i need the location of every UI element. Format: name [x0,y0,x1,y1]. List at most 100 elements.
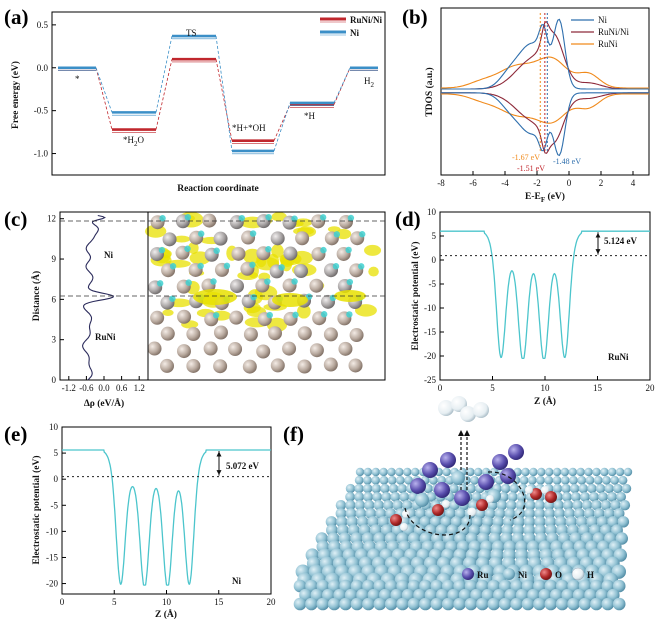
ni-slab-atom [571,492,581,502]
ru-atom [492,454,508,470]
metal-atom [177,309,192,324]
metal-atom [162,232,177,247]
panel-d-material-label: RuNi [608,352,629,362]
ytick-label: -10 [424,303,436,313]
ni-slab-front-atom [590,597,603,611]
charge-depletion-lobe [292,311,299,319]
tdos-ni-up [441,18,649,90]
legend-ni-dot [503,568,515,580]
metal-atom [338,341,353,356]
ni-slab-atom [570,483,580,494]
panel-a-series-ni [58,34,378,155]
legend-ni-label: Ni [518,570,527,580]
charge-depletion-lobe [249,261,256,268]
panel-e-ylabel: Electrostatic potential (eV) [31,455,42,564]
ni-slab-atom [604,483,614,494]
metal-atom [213,325,228,340]
ni-slab-atom [381,492,392,502]
metal-atom [323,357,338,372]
panel-c-charge-density: (c) 0 3 6 9 12 -1.2 -0.6 0.0 0.6 1.2 Distance (Å)… [4,207,386,409]
charge-depletion-lobe [169,295,176,302]
ni-slab-atom [562,500,574,511]
ni-slab-atom [354,500,366,511]
ni-slab-front-atom [504,588,517,602]
ni-slab-atom [397,483,407,494]
ni-slab-atom [545,467,554,477]
xtick-label: 0 [438,383,443,393]
energy-connector [95,67,113,130]
ni-slab-atom [616,492,626,502]
ni-slab-atom [466,483,476,494]
metal-atom [270,231,285,246]
ni-slab-atom [399,492,410,502]
ru-atom [440,452,456,468]
charge-depletion-lobe [249,230,257,237]
xtick-label: 20 [646,383,656,393]
legend-b-label-runi: RuNi [598,39,618,49]
interface-charge-lobe [193,289,237,305]
ni-slab-atom [392,500,403,511]
panel-e-frame [61,426,272,595]
ru-atom [454,490,470,506]
panel-b-x-ticks: -8 -6 -4 -2 0 2 4 [437,171,636,188]
panel-f-label: (f) [283,422,304,446]
ni-slab-front-atom [419,579,432,593]
charge-depletion-lobe [156,280,164,287]
structure-atoms [145,211,382,374]
ni-slab-atom [363,475,372,485]
ru-atom [500,468,516,484]
ni-slab-atom [345,483,356,494]
charge-accumulation-lobe [271,211,287,222]
annot-runi-dband: -1.67 eV [512,153,540,162]
ni-slab-front-atom [601,579,615,593]
charge-depletion-lobe [212,312,220,319]
energy-connector [155,59,173,130]
ni-slab-atom [568,467,577,477]
ni-slab-front-atom [470,588,483,602]
charge-depletion-lobe [358,263,365,270]
metal-atom [186,327,201,342]
ni-slab-atom [619,500,631,511]
panel-b-xtick-label: -6 [469,178,477,188]
ni-slab-atom [371,467,380,477]
ni-slab-atom [449,483,459,494]
charge-depletion-lobe [319,214,327,221]
ni-slab-atom [621,483,632,494]
ytick-label: 5 [432,231,437,241]
panel-c-xtick-label: 0.6 [116,383,128,393]
metal-atom [160,326,175,341]
oxygen-atom [545,491,557,503]
ni-slab-front-atom [493,588,506,602]
ni-slab-front-atom [333,588,347,602]
metal-atom [282,341,297,356]
ni-slab-front-atom [293,597,307,611]
metal-atom [270,358,285,373]
ni-slab-front-atom [441,597,455,611]
panel-d-xlabel: Z (Å) [534,395,556,407]
ni-slab-atom [363,492,374,502]
ni-slab-front-atom [327,597,341,611]
panel-c-xtick-label: 0.0 [98,383,110,393]
ni-slab-front-atom [595,588,609,602]
metal-atom [160,358,175,373]
panel-b-xtick-label: 2 [599,178,604,188]
legend-label-ni: Ni [350,28,359,38]
panel-c-xtick-label: -1.2 [62,383,76,393]
charge-depletion-lobe [238,214,246,222]
ni-slab-front-atom [373,579,387,593]
ni-slab-front-atom [578,597,592,611]
energy-connector [273,102,291,152]
charge-depletion-lobe [332,263,340,270]
ni-slab-atom [513,516,525,528]
ni-slab-atom [552,475,562,485]
ni-slab-front-atom [578,579,592,593]
ni-slab-front-atom [407,597,421,611]
ni-slab-front-atom [419,597,432,611]
ni-slab-front-atom [339,579,352,593]
oxygen-atom [476,499,488,511]
ytick-label: -15 [424,327,436,337]
ni-slab-atom [442,467,451,477]
legend-label-runi-ni: RuNi/Ni [350,15,383,25]
charge-difference-curve [82,214,115,381]
panel-b-legend: Ni RuNi/Ni RuNi [571,15,630,49]
